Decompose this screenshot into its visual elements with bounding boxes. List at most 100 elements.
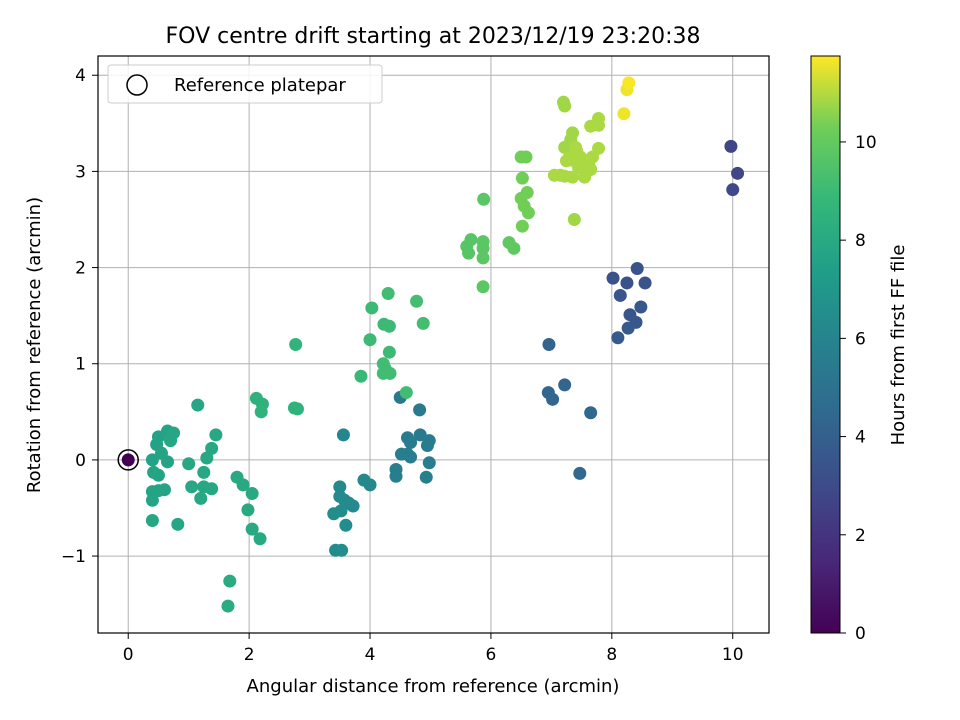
data-point [382,319,396,333]
data-point [731,166,745,180]
data-point [566,170,580,184]
data-point [236,478,250,492]
data-point [419,470,433,484]
data-point [606,271,620,285]
data-point [464,233,478,247]
data-point [253,532,267,546]
data-point [245,522,259,536]
data-point [420,438,434,452]
colorbar: 0 2 4 6 8 10 Hours from first FF file [810,55,909,644]
reference-fill [121,453,135,467]
data-point [167,426,181,440]
data-point [223,574,237,588]
data-point [519,150,533,164]
data-point [182,457,196,471]
data-point [413,403,427,417]
data-point [584,406,598,420]
grid [98,56,769,633]
data-point [290,402,304,416]
data-point [145,513,159,527]
colorbar-tick-label: 6 [855,329,866,349]
legend-marker [126,74,148,96]
y-tick-label: 2 [75,259,86,279]
legend-box [107,64,383,104]
x-tick-label: 8 [606,645,617,665]
data-point [630,262,644,276]
colorbar-tick-label: 2 [855,526,866,546]
colorbar-tick-label: 4 [855,428,866,448]
data-point [584,162,598,176]
y-tick-label: 4 [75,66,86,86]
data-point [546,392,560,406]
data-point [558,140,572,154]
y-axis: −1 0 1 2 3 4 [61,66,98,567]
data-point [205,441,219,455]
data-point [507,241,521,255]
y-tick-label: 1 [75,355,86,375]
data-point [197,465,211,479]
data-point [194,491,208,505]
data-point [592,141,606,155]
chart-title: FOV centre drift starting at 2023/12/19 … [166,24,701,49]
data-point [573,466,587,480]
x-tick-label: 6 [486,645,497,665]
data-point [558,378,572,392]
colorbar-ticks: 0 2 4 6 8 10 [840,133,877,644]
data-point [161,455,175,469]
data-point [404,450,418,464]
data-point [365,301,379,315]
colorbar-label: Hours from first FF file [888,245,909,446]
data-point [339,518,353,532]
data-point [245,487,259,501]
data-point [634,300,648,314]
data-point [205,482,219,496]
x-axis: 0 2 4 6 8 10 [123,633,744,665]
data-point [289,338,303,351]
legend: Reference platepar [107,64,383,104]
data-points [145,76,745,613]
data-point [422,456,436,470]
plot-frame [97,55,770,634]
x-tick-label: 4 [365,645,376,665]
data-point [346,499,360,513]
data-point [611,331,625,345]
reference-point-layer [117,449,139,471]
data-point [515,171,529,185]
x-tick-label: 10 [722,645,744,665]
data-point [200,451,214,465]
data-point [209,428,223,442]
data-point [335,543,349,557]
x-tick-label: 2 [244,645,255,665]
data-point [477,192,491,206]
data-point [241,503,255,517]
data-point [381,287,395,301]
x-axis-label: Angular distance from reference (arcmin) [247,676,620,697]
reference-platepar-marker [117,449,139,471]
data-point [145,493,159,507]
data-point [327,507,341,521]
x-tick-label: 0 [123,645,134,665]
data-point [382,345,396,359]
data-point [145,453,159,467]
data-point [410,294,424,308]
data-point [354,369,368,383]
colorbar-tick-label: 10 [855,133,877,153]
data-point [638,276,652,290]
data-point [521,206,535,220]
data-point [254,405,268,419]
data-point [462,246,476,260]
data-point [621,321,635,335]
data-point [399,386,413,400]
data-point [404,436,418,450]
legend-label: Reference platepar [174,75,346,96]
y-tick-label: 3 [75,162,86,182]
data-point [151,468,165,482]
data-point [567,212,581,226]
y-tick-label: −1 [61,547,86,567]
y-axis-label: Rotation from reference (arcmin) [24,197,45,493]
colorbar-tick-label: 8 [855,231,866,251]
data-point [726,183,740,197]
data-point [573,150,587,164]
data-point [617,107,631,121]
